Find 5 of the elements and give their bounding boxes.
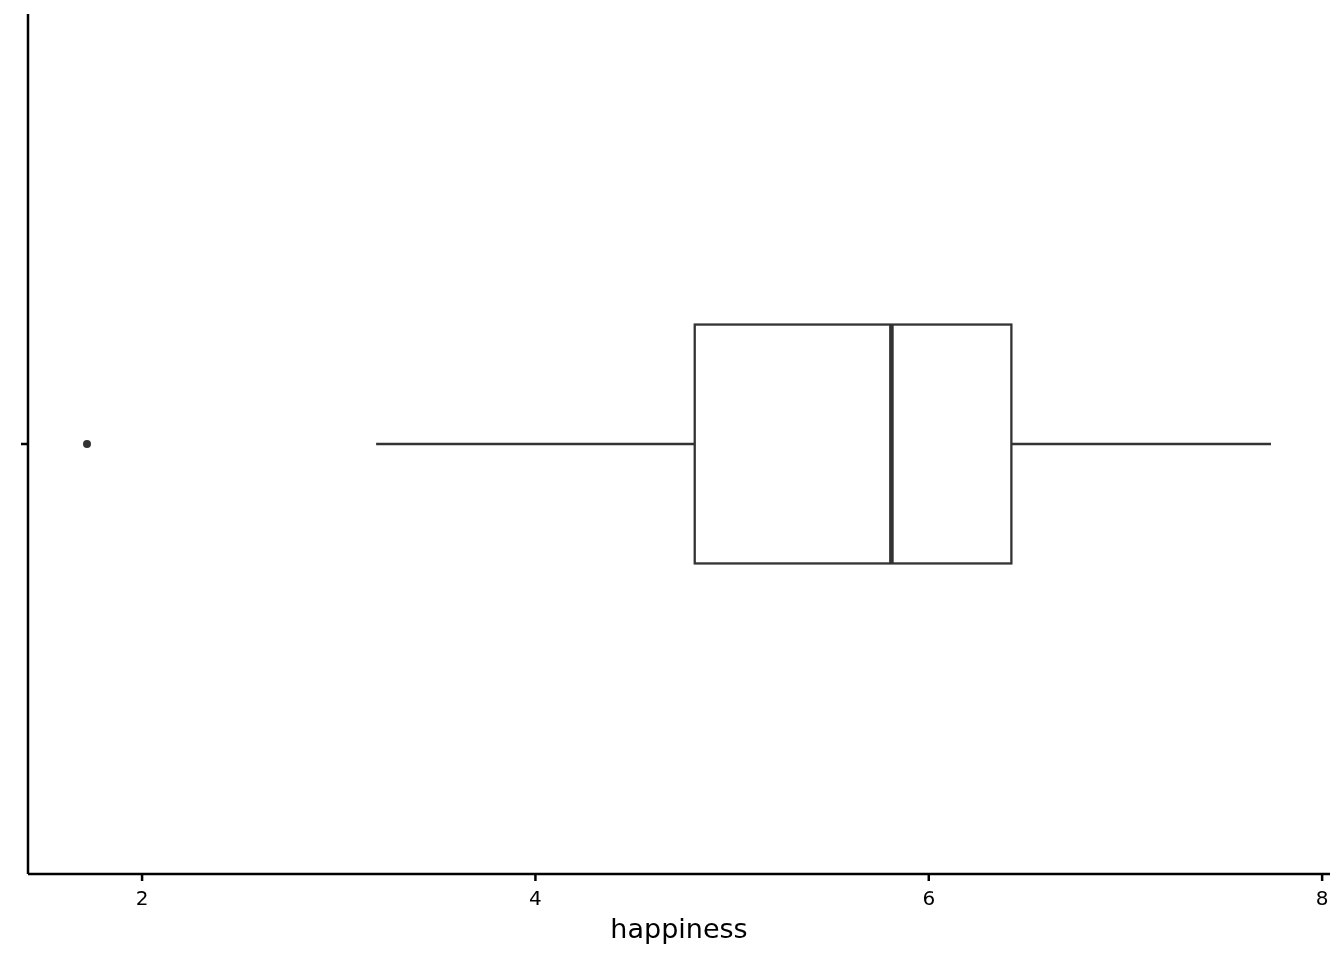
x-tick-label: 8 (1315, 886, 1329, 910)
x-tick-label: 6 (922, 886, 936, 910)
x-axis-title: happiness (610, 913, 748, 944)
x-tick-label: 2 (135, 886, 149, 910)
x-tick-label: 4 (529, 886, 542, 910)
